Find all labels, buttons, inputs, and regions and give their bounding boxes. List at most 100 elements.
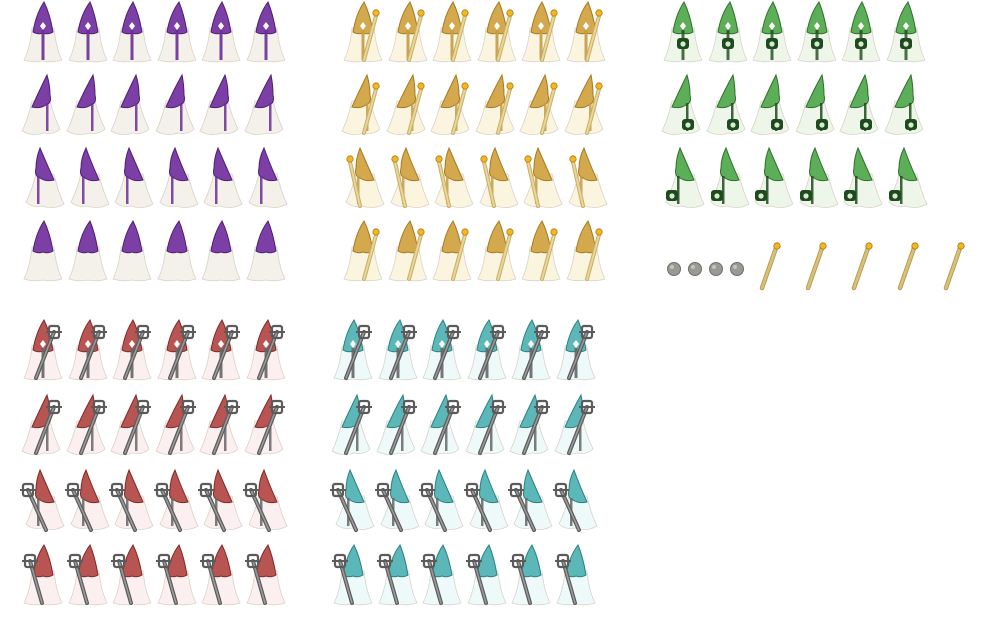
red-wizard-right-sprite: [109, 393, 155, 457]
green-wizard-front-sprite: [660, 0, 706, 64]
teal-wizard-back-sprite: [464, 543, 510, 607]
teal-wizard-right-sprite: [375, 393, 421, 457]
teal-wizard-left-sprite: [330, 468, 376, 532]
purple-wizard-left-sprite: [154, 146, 200, 210]
red-wizard-front-sprite: [65, 318, 111, 382]
teal-wizard-back-sprite: [375, 543, 421, 607]
green-wizard-left-sprite: [749, 146, 795, 210]
gold-wizard-back-sprite: [518, 219, 564, 283]
purple-wizard-front-sprite: [154, 0, 200, 64]
gold-wizard-front-sprite: [340, 0, 386, 64]
red-wizard-left-sprite: [64, 468, 111, 532]
gold-wizard-front-sprite: [385, 0, 431, 64]
gold-wizard-back-sprite: [340, 219, 386, 283]
gold-wizard-right-sprite: [563, 73, 609, 137]
red-wizard-front-sprite: [20, 318, 66, 382]
stone-orb-icon: [666, 261, 682, 281]
gold-wizard-back-sprite: [385, 219, 431, 283]
torch-icon: [940, 240, 968, 296]
red-wizard-right-sprite: [65, 393, 111, 457]
teal-wizard-right-sprite: [553, 393, 599, 457]
red-wizard-right-sprite: [20, 393, 66, 457]
purple-wizard-left-sprite: [198, 146, 244, 210]
purple-wizard-left-sprite: [109, 146, 155, 210]
red-wizard-front-sprite: [109, 318, 155, 382]
purple-wizard-front-sprite: [20, 0, 66, 64]
teal-wizard-front-sprite: [419, 318, 465, 382]
purple-wizard-left-sprite: [65, 146, 111, 210]
gold-wizard-right-sprite: [474, 73, 520, 137]
gold-wizard-right-sprite: [385, 73, 431, 137]
purple-wizard-front-sprite: [243, 0, 289, 64]
purple-wizard-right-sprite: [65, 73, 111, 137]
purple-wizard-right-sprite: [243, 73, 289, 137]
purple-wizard-back-sprite: [65, 219, 111, 283]
stone-orb-icon: [729, 261, 745, 281]
purple-wizard-right-sprite: [198, 73, 244, 137]
teal-wizard-right-sprite: [508, 393, 554, 457]
red-wizard-left-sprite: [153, 468, 200, 532]
teal-wizard-front-sprite: [464, 318, 510, 382]
green-wizard-right-sprite: [705, 73, 751, 137]
green-wizard-front-sprite: [749, 0, 795, 64]
green-wizard-right-sprite: [660, 73, 706, 137]
green-wizard-left-sprite: [660, 146, 706, 210]
teal-wizard-front-sprite: [553, 318, 599, 382]
purple-wizard-back-sprite: [109, 219, 155, 283]
gold-wizard-left-sprite: [340, 146, 386, 210]
red-wizard-front-sprite: [198, 318, 244, 382]
teal-wizard-left-sprite: [419, 468, 465, 532]
gold-wizard-left-sprite: [429, 146, 475, 210]
green-wizard-right-sprite: [838, 73, 884, 137]
red-wizard-back-sprite: [154, 543, 200, 607]
green-wizard-left-sprite: [838, 146, 884, 210]
red-wizard-right-sprite: [243, 393, 289, 457]
green-wizard-front-sprite: [838, 0, 884, 64]
stone-orb-icon: [687, 261, 703, 281]
purple-wizard-right-sprite: [154, 73, 200, 137]
purple-wizard-front-sprite: [109, 0, 155, 64]
red-wizard-right-sprite: [154, 393, 200, 457]
torch-icon: [756, 240, 784, 296]
green-wizard-right-sprite: [883, 73, 929, 137]
red-wizard-back-sprite: [65, 543, 111, 607]
green-wizard-right-sprite: [749, 73, 795, 137]
teal-wizard-left-sprite: [374, 468, 421, 532]
gold-wizard-back-sprite: [474, 219, 520, 283]
purple-wizard-left-sprite: [20, 146, 66, 210]
green-wizard-front-sprite: [794, 0, 840, 64]
teal-wizard-left-sprite: [463, 468, 510, 532]
torch-icon: [802, 240, 830, 296]
purple-wizard-back-sprite: [198, 219, 244, 283]
teal-wizard-right-sprite: [464, 393, 510, 457]
teal-wizard-left-sprite: [508, 468, 554, 532]
teal-wizard-back-sprite: [508, 543, 554, 607]
gold-wizard-right-sprite: [340, 73, 386, 137]
teal-wizard-right-sprite: [419, 393, 465, 457]
teal-wizard-back-sprite: [553, 543, 599, 607]
gold-wizard-right-sprite: [429, 73, 475, 137]
red-wizard-back-sprite: [20, 543, 66, 607]
gold-wizard-left-sprite: [474, 146, 520, 210]
teal-wizard-left-sprite: [552, 468, 599, 532]
gold-wizard-front-sprite: [474, 0, 520, 64]
torch-icon: [848, 240, 876, 296]
red-wizard-left-sprite: [109, 468, 155, 532]
purple-wizard-front-sprite: [65, 0, 111, 64]
gold-wizard-back-sprite: [429, 219, 475, 283]
red-wizard-left-sprite: [198, 468, 244, 532]
purple-wizard-back-sprite: [154, 219, 200, 283]
red-wizard-left-sprite: [242, 468, 289, 532]
gold-wizard-back-sprite: [563, 219, 609, 283]
teal-wizard-front-sprite: [330, 318, 376, 382]
teal-wizard-front-sprite: [375, 318, 421, 382]
stone-orb-icon: [708, 261, 724, 281]
purple-wizard-left-sprite: [243, 146, 289, 210]
purple-wizard-back-sprite: [243, 219, 289, 283]
purple-wizard-back-sprite: [20, 219, 66, 283]
gold-wizard-right-sprite: [518, 73, 564, 137]
purple-wizard-right-sprite: [109, 73, 155, 137]
gold-wizard-left-sprite: [385, 146, 431, 210]
red-wizard-front-sprite: [243, 318, 289, 382]
green-wizard-left-sprite: [883, 146, 929, 210]
